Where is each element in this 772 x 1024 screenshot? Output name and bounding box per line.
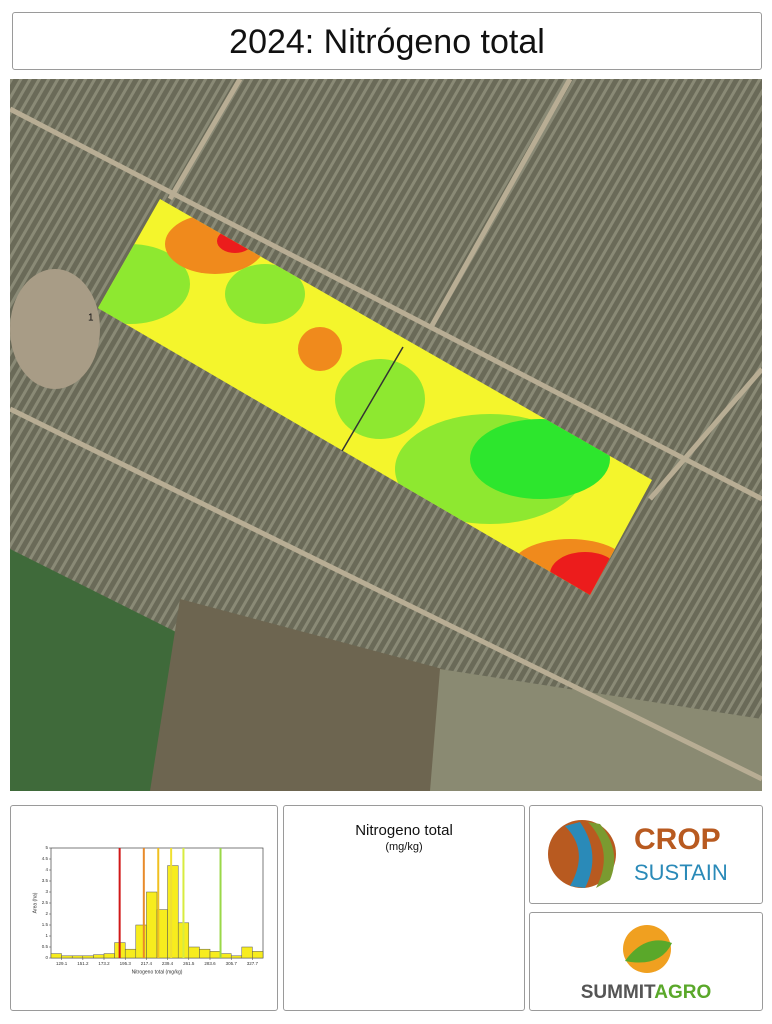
logo-text-summit: SUMMIT	[581, 982, 656, 1003]
clearing	[10, 269, 100, 389]
histogram-bar	[82, 955, 94, 959]
logo: SUMMITAGRO	[581, 925, 712, 1003]
y-tick-label: 5	[45, 845, 48, 850]
x-tick-label: 173.2	[98, 961, 110, 966]
forest	[10, 549, 190, 791]
logo: CROP SUSTAIN	[548, 820, 728, 888]
x-tick-label: 217.4	[141, 961, 153, 966]
y-tick-label: 2.5	[42, 900, 49, 905]
x-tick-label: 305.7	[226, 961, 238, 966]
histogram-bar	[93, 954, 105, 959]
logo-leaf	[588, 822, 615, 888]
x-tick-label: 195.3	[120, 961, 132, 966]
histogram-bar	[241, 946, 253, 959]
histogram-bar	[61, 955, 73, 959]
histogram-bar	[124, 948, 137, 959]
y-tick-label: 2	[45, 911, 48, 916]
legend-unit: (mg/kg)	[385, 841, 423, 853]
histogram-bar	[71, 955, 84, 959]
histogram-bar	[135, 924, 147, 959]
histogram-bar	[167, 865, 179, 959]
bare-plot	[150, 599, 480, 791]
logo-text-agro: AGRO	[654, 982, 711, 1003]
histogram-bar	[252, 951, 264, 959]
y-tick-label: 1	[45, 933, 48, 938]
point-label: 1	[88, 313, 94, 324]
logo-text-sustain: SUSTAIN	[634, 860, 728, 885]
y-tick-label: 0.5	[42, 944, 49, 949]
pasture	[430, 669, 762, 791]
histogram: 0 0.5 1 1.5 2 2.5 3 3.5 4 4.5 5 129.1 151.2 173.2 195.…	[32, 845, 264, 975]
logo-text: SUMMITAGRO	[581, 982, 712, 1003]
crop-sustain-logo: CROP SUSTAIN	[529, 805, 763, 904]
logo-text-crop: CROP	[634, 823, 721, 856]
histogram-bar	[103, 953, 115, 959]
legend: Nitrogeno total (mg/kg)	[283, 805, 525, 1011]
histogram-bar	[188, 946, 200, 959]
field-divider	[341, 346, 404, 452]
histogram-bar	[50, 953, 62, 959]
histogram-bar	[199, 948, 211, 959]
y-tick-label: 0	[45, 955, 48, 960]
y-tick-label: 4.5	[42, 856, 49, 861]
x-tick-label: 283.6	[204, 961, 216, 966]
y-tick-label: 3	[45, 889, 48, 894]
y-tick-label: 3.5	[42, 878, 49, 883]
summit-agro-logo: SUMMITAGRO	[529, 912, 763, 1011]
x-tick-label: 327.7	[247, 961, 259, 966]
logo-leaf	[625, 940, 672, 963]
histogram-bar	[209, 951, 221, 959]
y-axis-label: Area (ha)	[32, 892, 38, 913]
histogram-bar	[146, 891, 158, 959]
histogram-bar	[230, 955, 243, 959]
legend-title: Nitrogeno total	[355, 822, 453, 839]
roads	[10, 79, 762, 782]
x-tick-label: 129.1	[56, 961, 68, 966]
x-axis-label: Nitrogeno total (mg/kg)	[132, 969, 183, 975]
y-tick-label: 1.5	[42, 922, 49, 927]
histogram-panel: 0 0.5 1 1.5 2 2.5 3 3.5 4 4.5 5 129.1 151.2 173.2 195.…	[10, 805, 278, 1011]
y-tick-label: 4	[45, 867, 48, 872]
x-tick-label: 239.4	[162, 961, 174, 966]
histogram-bar	[220, 953, 232, 959]
map: 294.57 - 354.09255.95 - 294.57243.12 - 2…	[10, 79, 762, 791]
title: 2024: Nitrógeno total	[12, 12, 762, 70]
logo-river	[565, 822, 593, 888]
x-tick-label: 261.5	[183, 961, 195, 966]
x-tick-label: 151.2	[77, 961, 89, 966]
